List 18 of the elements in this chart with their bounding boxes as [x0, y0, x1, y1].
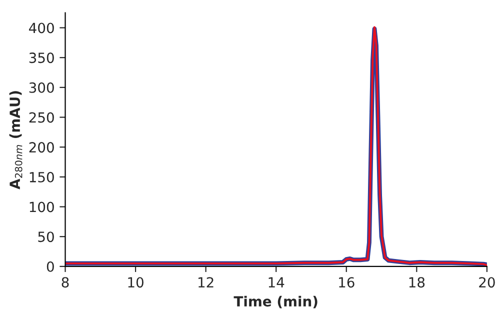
y-tick-label: 50: [38, 232, 54, 242]
x-tick-label: 16: [339, 277, 354, 288]
y-tick-label: 150: [30, 172, 54, 182]
y-tick-label: 0: [46, 261, 54, 272]
x-axis-title: Time (min): [234, 296, 318, 308]
y-axis-title: A$_{280nm}$ (mAU): [9, 91, 22, 190]
x-tick-label: 8: [62, 277, 69, 288]
y-tick-label: 400: [29, 22, 54, 34]
y-tick-label: 350: [29, 52, 54, 64]
y-tick-label: 250: [29, 112, 54, 123]
y-tick-label: 200: [29, 142, 54, 153]
y-tick-label: 300: [29, 82, 54, 93]
x-tick-label: 20: [479, 277, 495, 288]
x-tick-label: 12: [198, 277, 214, 288]
x-tick-label: 14: [268, 277, 284, 288]
x-tick-label: 10: [128, 277, 144, 288]
y-tick-label: 100: [30, 202, 54, 212]
x-tick-label: 18: [409, 277, 425, 288]
